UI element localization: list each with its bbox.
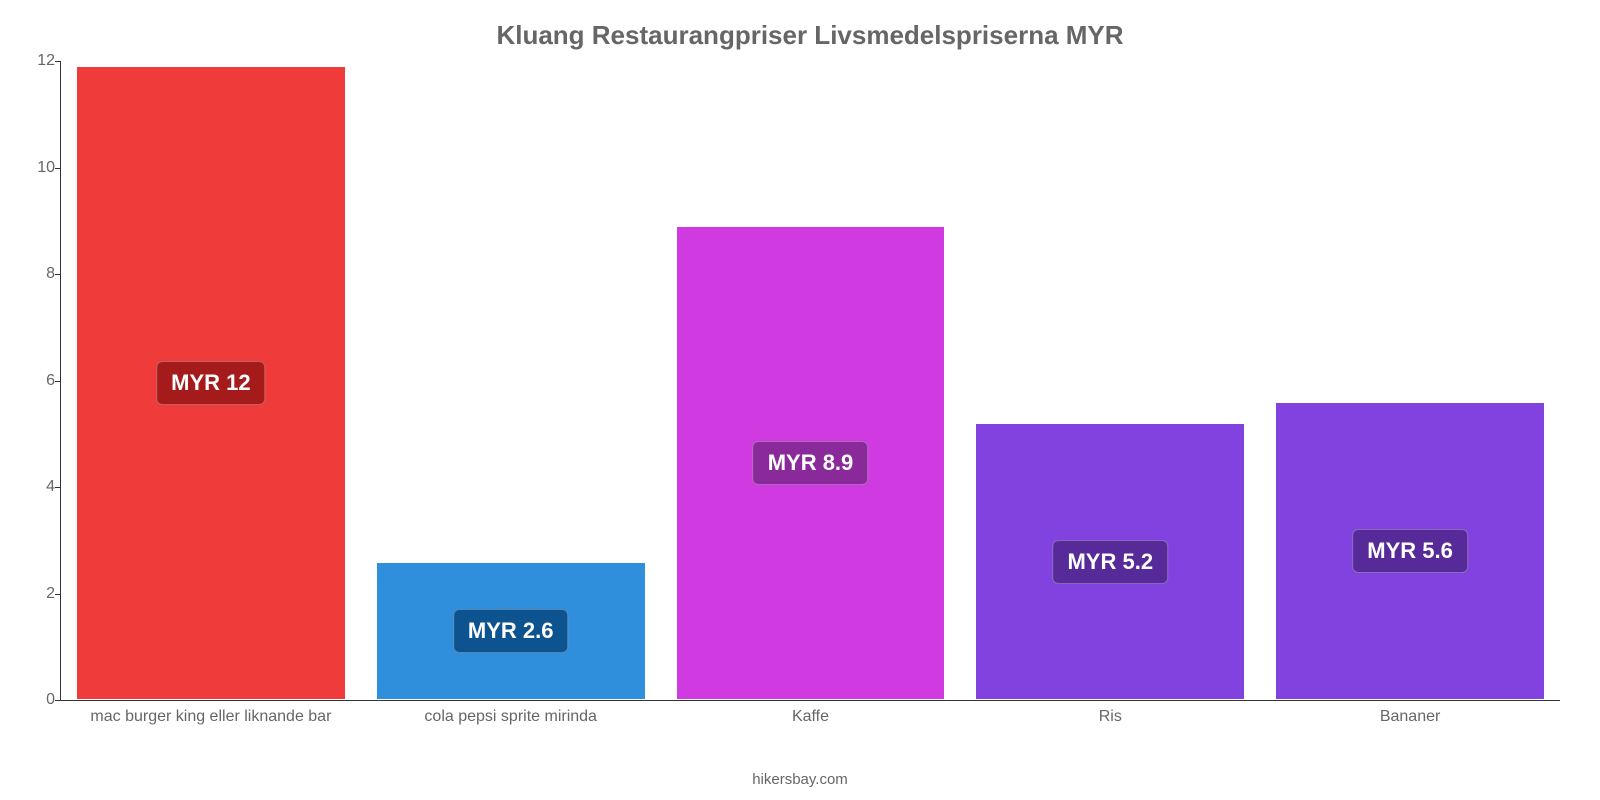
bar-slot: MYR 5.6 xyxy=(1260,61,1560,700)
x-tick-label: cola pepsi sprite mirinda xyxy=(361,708,661,726)
y-tick-mark xyxy=(55,700,61,701)
y-tick-label: 12 xyxy=(21,52,55,70)
bars-group: MYR 12 MYR 2.6 MYR 8.9 MYR 5.2 MYR 5.6 xyxy=(61,61,1560,700)
x-axis-labels: mac burger king eller liknande barcola p… xyxy=(61,708,1560,726)
y-tick-label: 4 xyxy=(21,478,55,496)
x-tick-label: Kaffe xyxy=(661,708,961,726)
value-badge: MYR 8.9 xyxy=(753,441,869,485)
y-tick-label: 2 xyxy=(21,585,55,603)
y-tick-label: 8 xyxy=(21,265,55,283)
x-tick-label: Bananer xyxy=(1260,708,1560,726)
y-tick-label: 10 xyxy=(21,159,55,177)
bar-slot: MYR 5.2 xyxy=(960,61,1260,700)
attribution-text: hikersbay.com xyxy=(0,771,1600,788)
plot-area: 024681012 MYR 12MYR 2.6MYR 8.9MYR 5.2MYR… xyxy=(60,61,1560,701)
bar-slot: MYR 8.9 xyxy=(661,61,961,700)
bar-slot: MYR 2.6 xyxy=(361,61,661,700)
value-badge: MYR 5.2 xyxy=(1052,540,1168,584)
y-tick-label: 6 xyxy=(21,372,55,390)
bar-slot: MYR 12 xyxy=(61,61,361,700)
y-tick-label: 0 xyxy=(21,691,55,709)
value-badge: MYR 5.6 xyxy=(1352,529,1468,573)
value-badge: MYR 12 xyxy=(156,361,265,405)
x-tick-label: mac burger king eller liknande bar xyxy=(61,708,361,726)
chart-title: Kluang Restaurangpriser Livsmedelspriser… xyxy=(60,20,1560,51)
value-badge: MYR 2.6 xyxy=(453,609,569,653)
x-tick-label: Ris xyxy=(960,708,1260,726)
chart-container: Kluang Restaurangpriser Livsmedelspriser… xyxy=(0,0,1600,800)
